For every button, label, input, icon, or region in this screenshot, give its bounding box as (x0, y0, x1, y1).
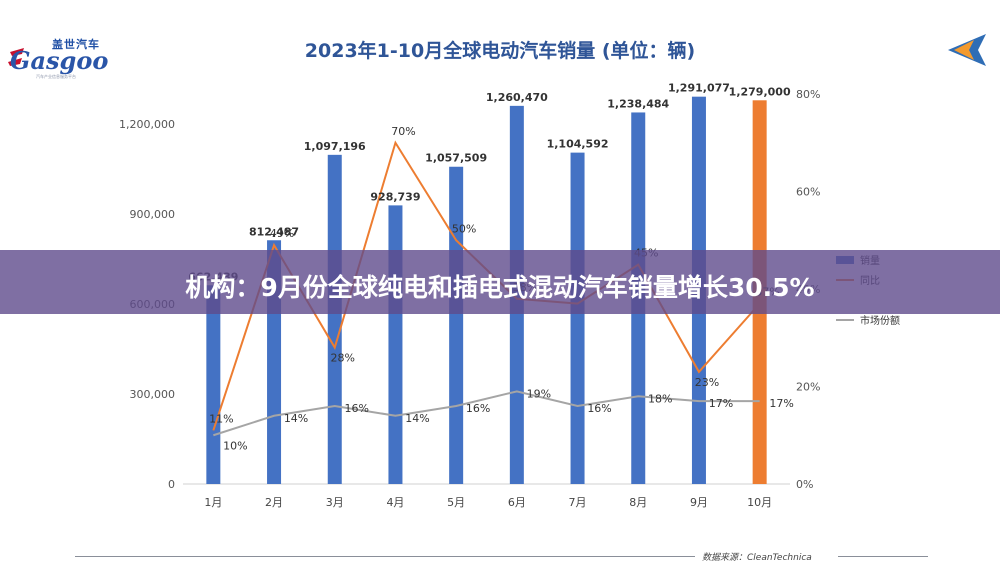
x-tick-label: 6月 (508, 496, 526, 509)
y2-tick-label: 0% (796, 478, 813, 491)
bar (327, 154, 342, 485)
back-arrow-icon[interactable] (944, 32, 988, 68)
bar-value-label: 1,057,509 (425, 152, 487, 165)
yoy-label: 28% (331, 352, 355, 365)
bar-value-label: 1,291,077 (668, 82, 730, 95)
yoy-label: 49% (270, 227, 294, 240)
footer-divider-left (75, 556, 695, 557)
yoy-label: 70% (391, 125, 415, 138)
yoy-label: 23% (695, 376, 719, 389)
y-tick-label: 1,200,000 (119, 118, 175, 131)
bar-value-label: 1,097,196 (304, 140, 366, 153)
bar-value-label: 1,238,484 (607, 97, 669, 110)
footer-divider-right (838, 556, 928, 557)
share-label: 14% (405, 412, 429, 425)
x-tick-label: 1月 (204, 496, 222, 509)
share-label: 14% (284, 412, 308, 425)
logo-en-text: Gasgoo (10, 46, 109, 75)
x-tick-label: 7月 (569, 496, 587, 509)
bar (388, 205, 403, 484)
y-tick-label: 900,000 (130, 208, 176, 221)
yoy-label: 11% (209, 412, 233, 425)
bar-value-label: 928,739 (370, 190, 420, 203)
bar-value-label: 812,487 (249, 225, 299, 238)
bar (570, 152, 585, 484)
logo-mark-icon (8, 48, 24, 66)
y-tick-label: 300,000 (130, 388, 176, 401)
headline-text: 机构：9月份全球纯电和插电式混动汽车销量增长30.5% (185, 273, 815, 302)
gasgoo-logo: 盖世汽车 Gasgoo 汽车产业信息服务平台 (8, 36, 128, 86)
share-line (213, 390, 760, 437)
share-label: 16% (466, 402, 490, 415)
x-tick-label: 8月 (629, 496, 647, 509)
x-tick-label: 2月 (265, 496, 283, 509)
logo-cn-text: 盖世汽车 (52, 38, 100, 51)
y2-tick-label: 20% (796, 381, 820, 394)
y2-tick-label: 80% (796, 88, 820, 101)
bar-value-label: 1,279,000 (729, 85, 791, 98)
data-source: 数据来源：CleanTechnica (702, 553, 812, 563)
x-tick-label: 10月 (747, 496, 772, 509)
y2-tick-label: 60% (796, 186, 820, 199)
share-label: 10% (223, 439, 247, 452)
logo-tagline: 汽车产业信息服务平台 (36, 74, 76, 79)
x-tick-label: 5月 (447, 496, 465, 509)
bar-value-label: 1,104,592 (547, 138, 609, 151)
share-label: 16% (345, 402, 369, 415)
share-label: 17% (769, 397, 793, 410)
yoy-label: 50% (452, 222, 476, 235)
share-label: 17% (709, 397, 733, 410)
bar-value-label: 1,260,470 (486, 91, 548, 104)
share-label: 19% (527, 387, 551, 400)
legend-label: 市场份额 (860, 314, 900, 327)
share-label: 16% (587, 402, 611, 415)
share-label: 18% (648, 392, 672, 405)
x-tick-label: 3月 (326, 496, 344, 509)
bar (206, 285, 221, 484)
y-tick-label: 0 (168, 478, 175, 491)
bar (449, 166, 464, 484)
headline-banner (0, 250, 1000, 314)
x-tick-label: 4月 (386, 496, 404, 509)
x-tick-label: 9月 (690, 496, 708, 509)
chart-title: 2023年1-10月全球电动汽车销量 (单位：辆) (304, 40, 696, 62)
